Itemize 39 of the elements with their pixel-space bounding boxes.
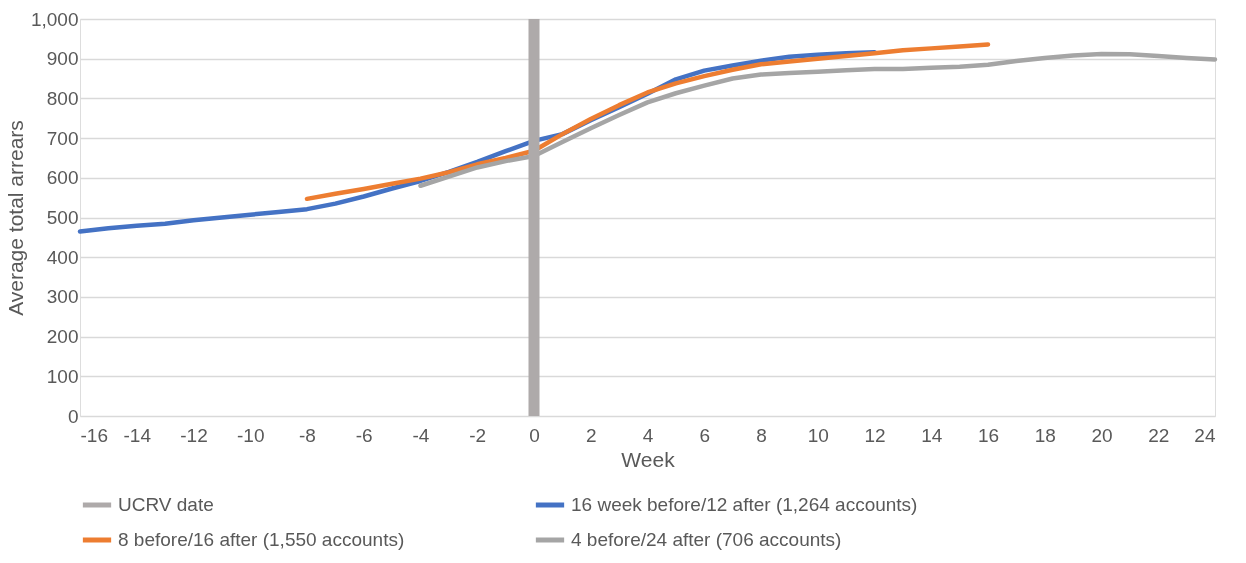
line-series xyxy=(304,42,991,202)
legend-label: 8 before/16 after (1,550 accounts) xyxy=(118,529,405,550)
x-axis-title: Week xyxy=(621,447,676,471)
y-tick-label: 1,000 xyxy=(30,8,79,30)
x-tick-label: 24 xyxy=(1194,424,1216,446)
x-tick-label: 12 xyxy=(864,424,886,446)
x-tick-label: -10 xyxy=(237,424,265,446)
x-tick-label: -16 xyxy=(80,424,108,446)
x-tick-label: -4 xyxy=(412,424,430,446)
x-tick-label: 10 xyxy=(807,424,829,446)
y-tick-label: 300 xyxy=(46,286,79,308)
y-tick-label: 700 xyxy=(46,127,79,149)
x-tick-label: -6 xyxy=(355,424,373,446)
y-tick-label: 500 xyxy=(46,207,79,228)
x-tick-label: 0 xyxy=(529,424,540,446)
legend-label: UCRV date xyxy=(118,494,214,515)
y-tick-label: 800 xyxy=(46,87,79,109)
x-tick-label: 14 xyxy=(921,424,943,446)
x-tick-label: 22 xyxy=(1148,424,1170,446)
y-tick-label: 900 xyxy=(46,48,79,70)
x-tick-label: 6 xyxy=(699,424,711,446)
x-tick-label: 8 xyxy=(756,424,767,446)
x-tick-label: 4 xyxy=(642,424,654,446)
y-axis-title: Average total arrears xyxy=(3,120,27,316)
y-tick-label: 0 xyxy=(67,405,79,427)
x-tick-label: 18 xyxy=(1034,424,1056,446)
x-tick-label: -2 xyxy=(469,424,487,446)
y-tick-label: 600 xyxy=(46,167,79,189)
x-tick-label: 2 xyxy=(585,424,597,446)
x-tick-label: 20 xyxy=(1091,424,1113,446)
y-tick-label: 100 xyxy=(46,365,79,387)
y-tick-label: 400 xyxy=(46,246,79,268)
y-tick-label: 200 xyxy=(46,326,79,348)
legend-label: 16 week before/12 after (1,264 accounts) xyxy=(571,494,918,515)
x-tick-label: 16 xyxy=(977,424,1000,446)
x-tick-label: -8 xyxy=(299,424,316,446)
x-tick-label: -14 xyxy=(123,424,152,446)
x-tick-label: -12 xyxy=(180,424,208,446)
legend-label: 4 before/24 after (706 accounts) xyxy=(571,529,842,550)
